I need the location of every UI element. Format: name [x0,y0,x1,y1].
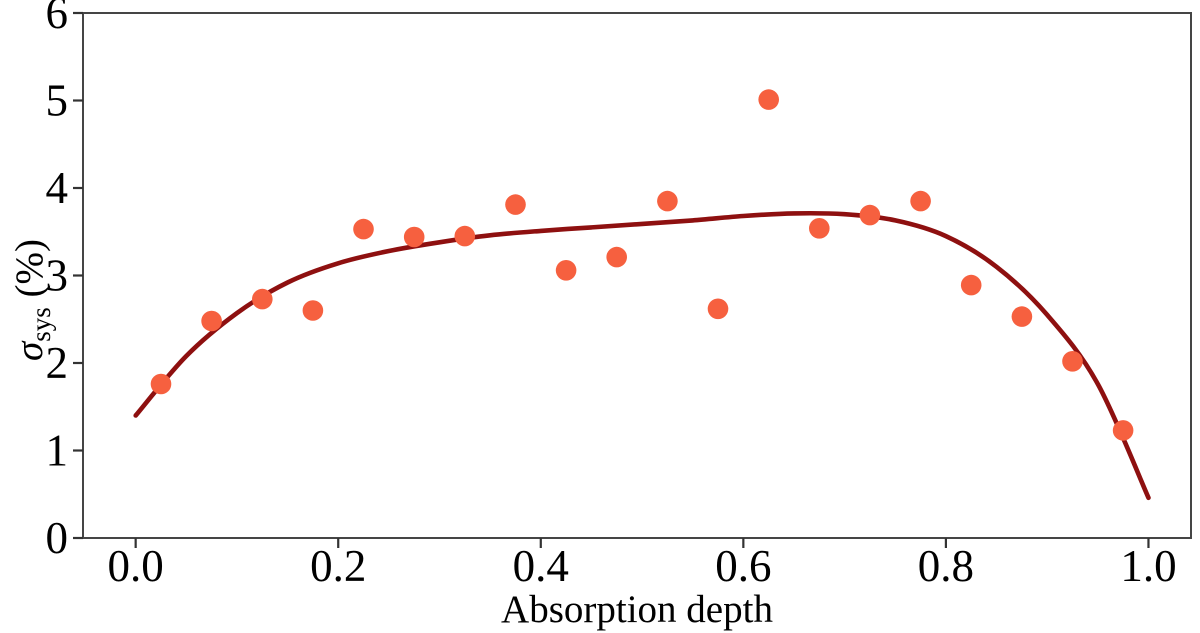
x-tick-label: 0.4 [513,541,569,591]
y-tick-label: 6 [46,0,69,38]
data-point [1062,351,1083,372]
y-tick-label: 2 [46,338,69,388]
data-point [150,373,172,395]
data-point [201,310,222,332]
x-tick-label: 0.2 [310,541,366,591]
x-tick-label: 0.6 [715,541,771,591]
data-point [555,260,577,281]
data-point [758,89,779,110]
y-tick-label: 5 [46,76,69,126]
data-point [606,246,627,268]
x-axis-label: Absorption depth [501,588,773,631]
data-point [302,300,324,321]
y-axis-label: σsys (%) [8,239,56,361]
data-point [1011,306,1033,327]
plot-area: 0.0 0.2 0.4 0.6 0.8 1.0 0 1 2 3 4 5 6 [46,0,1192,591]
ylabel-sigma: σ [8,340,51,361]
x-tick-label: 0.0 [108,541,164,591]
data-point [960,274,982,296]
data-point [910,190,931,212]
x-tick-label: 1.0 [1120,541,1176,591]
data-point [657,190,678,212]
data-point [1112,420,1134,441]
y-tick-label: 4 [46,163,69,213]
data-point [505,194,526,215]
ylabel-subscript: sys [26,307,56,342]
data-point [353,218,374,240]
y-tick-label: 0 [46,513,69,563]
fit-curve [133,210,1151,501]
x-tick-label: 0.8 [918,541,974,591]
data-point [454,225,476,247]
data-point [251,288,273,310]
data-point [403,226,425,248]
y-tick-label: 1 [46,426,69,476]
plot-border [82,12,1192,539]
ylabel-unit: (%) [8,239,51,307]
data-point [859,204,881,226]
data-point [707,298,729,320]
data-point [809,218,830,239]
y-tick-label: 3 [46,251,69,301]
